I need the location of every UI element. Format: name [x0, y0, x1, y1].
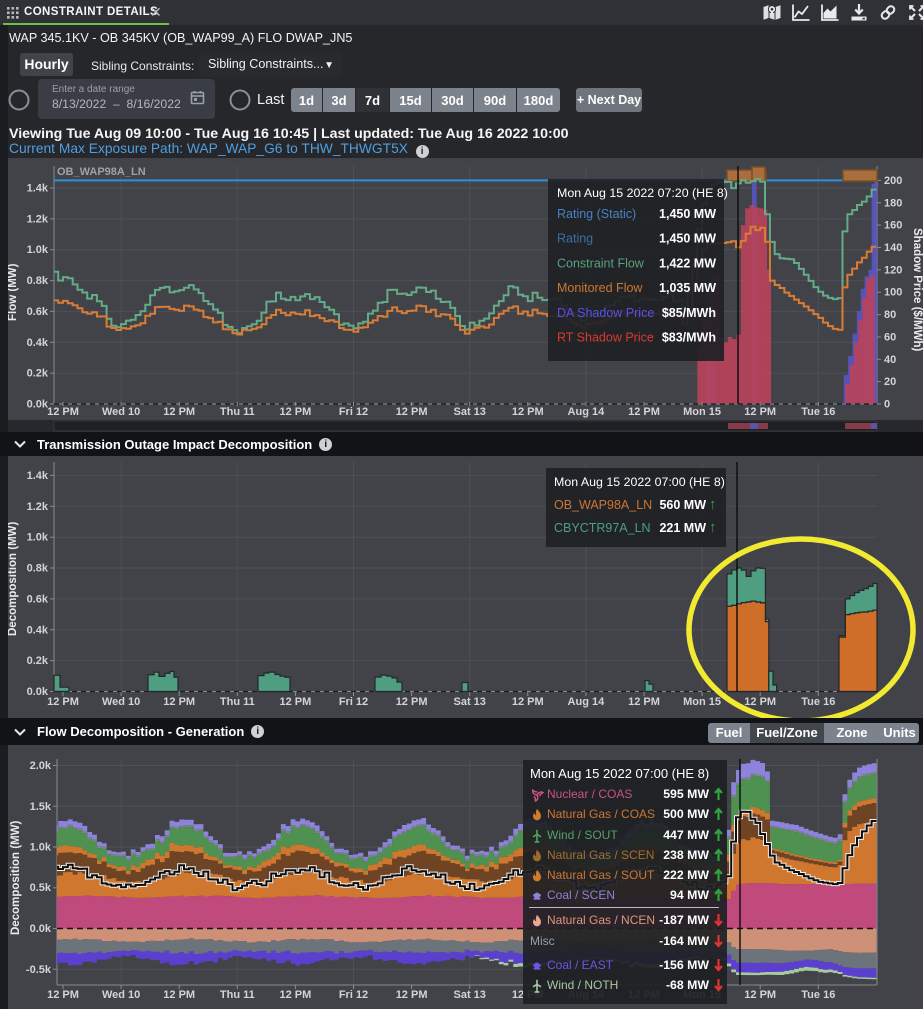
svg-text:1,450 MW: 1,450 MW	[659, 207, 716, 221]
svg-text:12 PM: 12 PM	[396, 989, 428, 1001]
svg-text:Rating: Rating	[557, 232, 593, 246]
svg-text:Monitored Flow: Monitored Flow	[557, 281, 643, 295]
svg-text:Mon Aug 15 2022 07:20 (HE 8): Mon Aug 15 2022 07:20 (HE 8)	[557, 186, 728, 200]
svg-text:12 PM: 12 PM	[512, 406, 544, 418]
svg-text:1.5k: 1.5k	[30, 801, 52, 813]
svg-text:0.6k: 0.6k	[27, 306, 49, 318]
svg-text:560 MW: 560 MW	[659, 498, 706, 512]
svg-text:Aug 14: Aug 14	[568, 696, 606, 708]
svg-text:CBYCTR97A_LN: CBYCTR97A_LN	[554, 521, 651, 535]
svg-text:12 PM: 12 PM	[744, 406, 776, 418]
svg-text:Wed 10: Wed 10	[102, 696, 140, 708]
svg-text:12 PM: 12 PM	[280, 696, 312, 708]
svg-text:Thu 11: Thu 11	[220, 406, 255, 418]
svg-text:1.4k: 1.4k	[27, 183, 49, 195]
svg-text:12 PM: 12 PM	[163, 696, 195, 708]
svg-text:Aug 14: Aug 14	[568, 406, 606, 418]
svg-text:Mon Aug 15 2022 07:00 (HE 8): Mon Aug 15 2022 07:00 (HE 8)	[554, 475, 725, 489]
svg-text:Thu 11: Thu 11	[220, 989, 255, 1001]
svg-text:Thu 11: Thu 11	[220, 696, 255, 708]
svg-text:12 PM: 12 PM	[163, 406, 195, 418]
svg-text:0.4k: 0.4k	[27, 624, 49, 636]
svg-text:1,422 MW: 1,422 MW	[659, 256, 716, 270]
svg-text:Sat 13: Sat 13	[453, 406, 485, 418]
svg-text:Fri 12: Fri 12	[339, 989, 368, 1001]
svg-text:0.8k: 0.8k	[27, 563, 49, 575]
svg-text:12 PM: 12 PM	[512, 696, 544, 708]
svg-text:12 PM: 12 PM	[280, 406, 312, 418]
svg-text:↑: ↑	[709, 496, 717, 513]
svg-text:Rating (Static): Rating (Static)	[557, 207, 636, 221]
svg-text:0.4k: 0.4k	[27, 337, 49, 349]
svg-text:12 PM: 12 PM	[163, 989, 195, 1001]
svg-text:1,450 MW: 1,450 MW	[659, 232, 716, 246]
svg-text:Fri 12: Fri 12	[339, 406, 368, 418]
svg-text:Mon 15: Mon 15	[683, 696, 721, 708]
svg-text:Wed 10: Wed 10	[102, 989, 140, 1001]
svg-text:12 PM: 12 PM	[628, 696, 660, 708]
svg-text:Decomposition (MW): Decomposition (MW)	[10, 820, 22, 935]
svg-text:1.2k: 1.2k	[27, 213, 49, 225]
svg-text:0.5k: 0.5k	[30, 882, 52, 894]
svg-text:Constraint Flow: Constraint Flow	[557, 256, 645, 270]
svg-text:↑: ↑	[709, 519, 717, 536]
svg-text:1.4k: 1.4k	[27, 470, 49, 482]
svg-text:1.0k: 1.0k	[30, 842, 52, 854]
svg-text:0.0k: 0.0k	[27, 399, 49, 411]
svg-text:Flow (MW): Flow (MW)	[7, 263, 19, 321]
svg-text:OB_WAP98A_LN: OB_WAP98A_LN	[57, 166, 146, 178]
svg-text:Tue 16: Tue 16	[801, 696, 835, 708]
svg-text:0.0k: 0.0k	[27, 686, 49, 698]
svg-text:20: 20	[884, 376, 896, 388]
svg-text:Decomposition (MW): Decomposition (MW)	[7, 521, 19, 636]
svg-text:Sat 13: Sat 13	[453, 696, 485, 708]
svg-text:0.0k: 0.0k	[30, 923, 52, 935]
svg-text:Mon 15: Mon 15	[683, 406, 721, 418]
svg-text:160: 160	[884, 220, 902, 232]
svg-text:1.0k: 1.0k	[27, 532, 49, 544]
svg-text:$83/MWh: $83/MWh	[662, 331, 716, 345]
svg-text:1.2k: 1.2k	[27, 501, 49, 513]
svg-text:0.8k: 0.8k	[27, 275, 49, 287]
svg-text:Tue 16: Tue 16	[801, 406, 835, 418]
svg-text:221 MW: 221 MW	[659, 521, 706, 535]
svg-text:1.0k: 1.0k	[27, 244, 49, 256]
svg-text:-0.5k: -0.5k	[26, 964, 52, 976]
svg-text:12 PM: 12 PM	[47, 406, 79, 418]
svg-text:12 PM: 12 PM	[628, 406, 660, 418]
svg-text:60: 60	[884, 331, 896, 343]
svg-text:Shadow Price ($/MWh): Shadow Price ($/MWh)	[911, 228, 923, 351]
svg-text:DA Shadow Price: DA Shadow Price	[557, 306, 654, 320]
svg-text:100: 100	[884, 287, 902, 299]
svg-text:120: 120	[884, 264, 902, 276]
svg-text:0: 0	[884, 399, 890, 411]
svg-text:Sat 13: Sat 13	[453, 989, 485, 1001]
svg-text:1,035 MW: 1,035 MW	[659, 281, 716, 295]
svg-text:0.6k: 0.6k	[27, 593, 49, 605]
svg-text:80: 80	[884, 309, 896, 321]
svg-text:Fri 12: Fri 12	[339, 696, 368, 708]
svg-text:Tue 16: Tue 16	[801, 989, 835, 1001]
svg-text:200: 200	[884, 175, 902, 187]
svg-text:140: 140	[884, 242, 902, 254]
svg-text:180: 180	[884, 197, 902, 209]
svg-text:Wed 10: Wed 10	[102, 406, 140, 418]
svg-text:12 PM: 12 PM	[744, 989, 776, 1001]
svg-text:12 PM: 12 PM	[396, 696, 428, 708]
svg-text:2.0k: 2.0k	[30, 760, 52, 772]
svg-text:12 PM: 12 PM	[47, 696, 79, 708]
svg-text:OB_WAP98A_LN: OB_WAP98A_LN	[554, 498, 652, 512]
svg-text:12 PM: 12 PM	[396, 406, 428, 418]
svg-text:RT Shadow Price: RT Shadow Price	[557, 331, 654, 345]
svg-text:0.2k: 0.2k	[27, 655, 49, 667]
svg-text:0.2k: 0.2k	[27, 368, 49, 380]
svg-text:40: 40	[884, 354, 896, 366]
svg-text:12 PM: 12 PM	[280, 989, 312, 1001]
svg-text:12 PM: 12 PM	[47, 989, 79, 1001]
svg-text:12 PM: 12 PM	[744, 696, 776, 708]
svg-text:$85/MWh: $85/MWh	[662, 306, 716, 320]
